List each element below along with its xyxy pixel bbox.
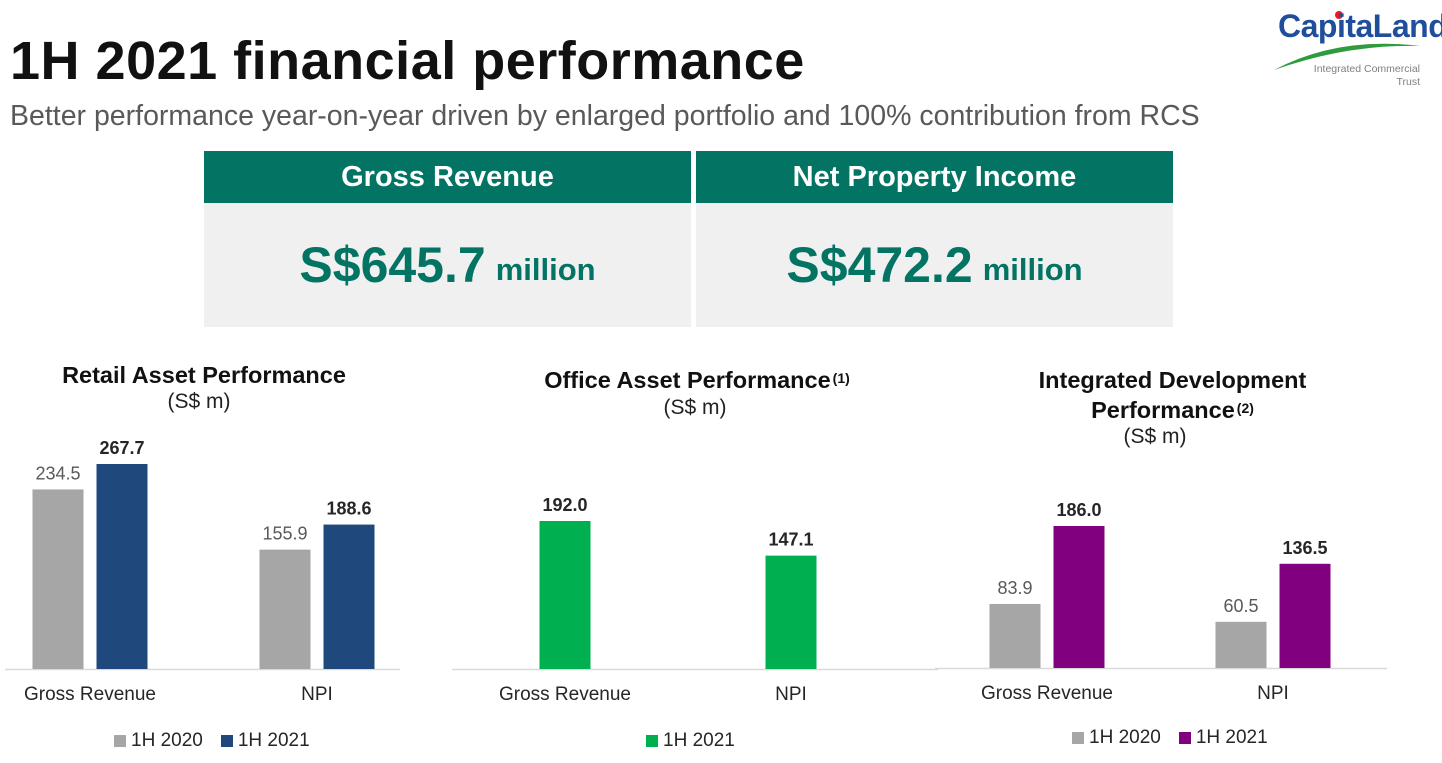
- category-label: NPI: [775, 684, 807, 705]
- legend-swatch: [646, 735, 658, 747]
- data-label: 83.9: [997, 578, 1032, 598]
- data-label: 155.9: [262, 524, 307, 544]
- logo-swoosh-icon: [1274, 11, 1420, 70]
- kpi-unit: million: [495, 252, 596, 287]
- category-label: Gross Revenue: [499, 684, 631, 705]
- legend-swatch: [1178, 732, 1191, 744]
- page-subtitle: Better performance year-on-year driven b…: [10, 100, 1200, 132]
- kpi-unit: million: [982, 252, 1083, 287]
- bar-1h-2021: [765, 555, 817, 669]
- kpi-net-property-income: Net Property Income S$472.2 million: [696, 151, 1173, 327]
- data-label: 186.0: [1056, 500, 1101, 520]
- legend-label: 1H 2020: [1089, 727, 1161, 748]
- legend-label: 1H 2021: [1195, 727, 1268, 748]
- kpi-value: S$645.7: [299, 237, 486, 293]
- chart-unit-office: (S$ m): [663, 396, 727, 419]
- legend-office: 1H 2021: [646, 730, 753, 752]
- legend-label: 1H 2021: [237, 730, 310, 751]
- data-label: 147.1: [768, 530, 813, 550]
- capitaland-logo: CapitaLand Integrated Commercial Trust: [1268, 6, 1442, 90]
- legend-label: 1H 2020: [131, 730, 203, 751]
- kpi-label: Gross Revenue: [204, 151, 691, 203]
- legend-swatch: [1072, 732, 1084, 744]
- category-label: NPI: [301, 684, 333, 705]
- bar-1h-2021: [539, 521, 591, 669]
- data-label: 136.5: [1282, 538, 1327, 558]
- bar-1h-2020: [989, 603, 1041, 668]
- kpi-label: Net Property Income: [696, 151, 1173, 203]
- bar-1h-2021: [96, 464, 148, 669]
- logo-tagline-1: Integrated Commercial: [1313, 63, 1420, 75]
- bar-1h-2020: [259, 549, 311, 669]
- logo-wordmark: CapitaLand: [1278, 8, 1442, 44]
- legend-item: 1H 2020: [1072, 727, 1161, 749]
- legend-retail: 1H 2020 1H 2021: [114, 730, 328, 752]
- data-label: 267.7: [99, 438, 144, 458]
- legend-swatch: [114, 735, 126, 747]
- bar-1h-2020: [1215, 621, 1267, 668]
- bar-1h-2020: [32, 489, 84, 669]
- legend-item: 1H 2020: [114, 730, 203, 752]
- logo-tagline-2: Trust: [1396, 76, 1420, 88]
- data-label: 188.6: [326, 499, 371, 519]
- data-label: 192.0: [542, 495, 587, 515]
- legend-label: 1H 2021: [663, 730, 735, 751]
- legend-item: 1H 2021: [1178, 727, 1268, 749]
- page-title: 1H 2021 financial performance: [10, 31, 805, 91]
- bar-1h-2021: [323, 524, 375, 669]
- category-label: Gross Revenue: [24, 684, 156, 705]
- chart-unit-integrated: (S$ m): [1123, 425, 1187, 448]
- data-label: 60.5: [1223, 596, 1258, 616]
- kpi-value: S$472.2: [786, 237, 973, 293]
- legend-item: 1H 2021: [646, 730, 735, 752]
- legend-swatch: [220, 735, 233, 747]
- kpi-gross-revenue: Gross Revenue S$645.7 million: [204, 151, 691, 327]
- bar-1h-2021: [1053, 526, 1105, 668]
- category-label: Gross Revenue: [981, 683, 1113, 704]
- legend-integrated: 1H 2020 1H 2021: [1072, 727, 1286, 749]
- chart-unit-retail: (S$ m): [167, 390, 231, 413]
- chart-title-integrated: Integrated Development Performance (2): [1038, 367, 1307, 423]
- legend-item: 1H 2021: [220, 730, 310, 752]
- data-label: 234.5: [35, 463, 80, 483]
- chart-title-retail: Retail Asset Performance: [62, 362, 346, 388]
- bar-1h-2021: [1279, 563, 1331, 668]
- category-label: NPI: [1257, 683, 1289, 704]
- chart-title-office: Office Asset Performance (1): [544, 367, 850, 393]
